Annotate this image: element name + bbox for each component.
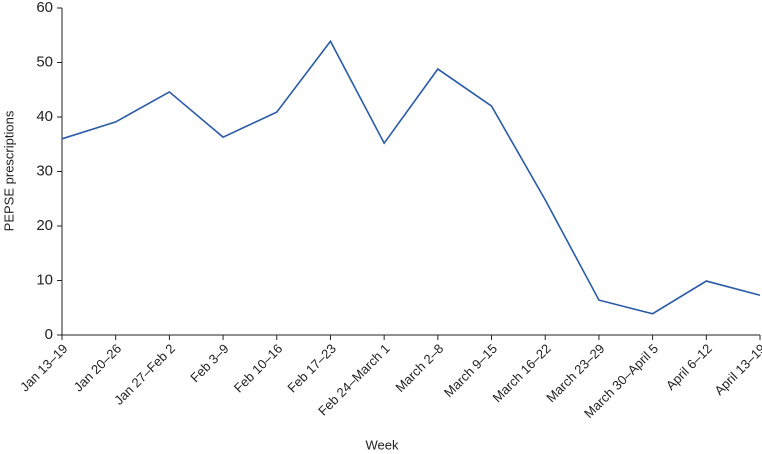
y-tick-label: 10 <box>36 271 53 288</box>
x-tick-label: Jan 20–26 <box>71 341 125 395</box>
x-tick-label: Feb 3–9 <box>187 341 231 385</box>
x-tick-label: March 2–8 <box>392 341 446 395</box>
y-tick-label: 0 <box>45 326 53 343</box>
y-tick-label: 60 <box>36 0 53 16</box>
x-tick-label: Feb 17–23 <box>284 341 339 396</box>
x-tick-label: March 9–15 <box>441 341 500 400</box>
x-tick-label: Jan 13–19 <box>17 341 71 395</box>
y-tick-label: 30 <box>36 162 53 179</box>
y-axis-title: PEPSE prescriptions <box>1 110 16 231</box>
x-tick-label: April 6–12 <box>663 341 715 393</box>
x-axis-title: Week <box>366 437 399 452</box>
y-tick-label: 50 <box>36 53 53 70</box>
x-tick-label: Feb 10–16 <box>231 341 286 396</box>
y-tick-label: 20 <box>36 217 53 234</box>
data-line <box>61 39 761 315</box>
y-tick-label: 40 <box>36 108 53 125</box>
x-tick-label: April 13–19 <box>711 341 762 398</box>
